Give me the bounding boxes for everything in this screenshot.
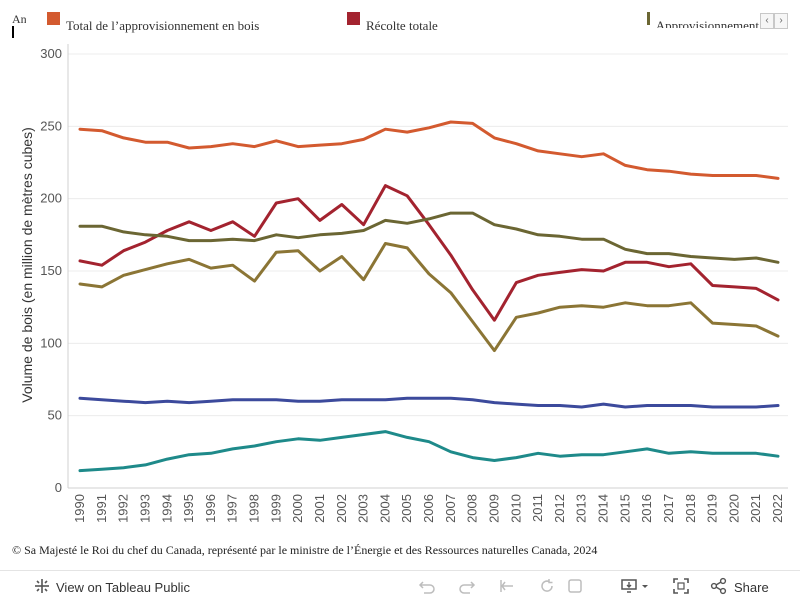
chart-background xyxy=(12,44,788,532)
download-icon xyxy=(620,578,640,597)
share-icon xyxy=(710,577,728,598)
x-tick-label: 2003 xyxy=(356,494,371,523)
x-tick-label: 2002 xyxy=(334,494,349,523)
fullscreen-icon xyxy=(672,577,690,598)
y-tick-label: 300 xyxy=(40,46,62,61)
x-tick-label: 2017 xyxy=(661,494,676,523)
x-tick-label: 2016 xyxy=(639,494,654,523)
y-tick-label: 150 xyxy=(40,263,62,278)
x-tick-label: 2009 xyxy=(486,494,501,523)
x-tick-label: 1997 xyxy=(225,494,240,523)
revert-icon xyxy=(498,578,516,597)
x-tick-label: 2005 xyxy=(399,494,414,523)
x-tick-label: 1992 xyxy=(116,494,131,523)
series-line-1 xyxy=(78,120,780,180)
x-tick-label: 2012 xyxy=(552,494,567,523)
y-axis-ticks: 0 50 100 150 200 250 300 xyxy=(40,46,62,495)
grid-lines xyxy=(67,44,788,489)
series-lines xyxy=(78,120,780,473)
x-tick-label: 1999 xyxy=(268,494,283,523)
x-tick-label: 2020 xyxy=(726,494,741,523)
legend-swatch-supply xyxy=(647,12,650,25)
x-tick-label: 2021 xyxy=(748,494,763,523)
legend-next-button[interactable]: › xyxy=(774,13,788,29)
legend-item-total-harvest[interactable]: Récolte totale xyxy=(347,11,438,33)
y-tick-label: 0 xyxy=(55,480,62,495)
x-tick-label: 1991 xyxy=(94,494,109,523)
series-line-5 xyxy=(78,396,780,409)
series-line-6 xyxy=(78,430,780,473)
view-on-tableau-label: View on Tableau Public xyxy=(56,579,190,595)
x-tick-label: 2011 xyxy=(530,494,545,522)
share-label: Share xyxy=(734,579,769,595)
x-tick-label: 1998 xyxy=(247,494,262,523)
redo-icon xyxy=(458,578,476,597)
x-axis-ticks: 1990 1991 1992 1993 1994 1995 1996 1997 1998 1999… xyxy=(72,494,785,523)
tableau-toolbar: View on Tableau Public Share xyxy=(0,570,800,601)
x-tick-label: 2014 xyxy=(596,494,611,523)
undo-button[interactable] xyxy=(418,577,436,597)
undo-icon xyxy=(418,578,436,597)
series-line-2 xyxy=(78,184,780,322)
share-button[interactable]: Share xyxy=(710,577,769,597)
x-tick-label: 2006 xyxy=(421,494,436,523)
pause-button[interactable] xyxy=(566,577,584,597)
y-tick-label: 50 xyxy=(48,408,62,423)
y-tick-label: 100 xyxy=(40,335,62,350)
y-tick-label: 200 xyxy=(40,191,62,206)
legend-label-total-harvest: Récolte totale xyxy=(366,18,438,33)
x-tick-label: 2013 xyxy=(574,494,589,523)
x-tick-label: 2022 xyxy=(770,494,785,523)
y-tick-label: 250 xyxy=(40,118,62,133)
tableau-logo-icon xyxy=(34,578,50,597)
fullscreen-button[interactable] xyxy=(672,577,690,597)
chevron-down-icon xyxy=(640,578,650,597)
x-tick-label: 1994 xyxy=(159,494,174,523)
x-tick-label: 1996 xyxy=(203,494,218,523)
view-on-tableau-button[interactable]: View on Tableau Public xyxy=(34,577,190,597)
copyright-credit: © Sa Majesté le Roi du chef du Canada, r… xyxy=(12,543,598,557)
legend-year-marker xyxy=(12,26,14,38)
x-tick-label: 2019 xyxy=(705,494,720,523)
legend-label-supply: Approvisionnement xyxy=(655,18,759,28)
legend: Année Total de l’approvisionnement en bo… xyxy=(0,0,800,44)
legend-item-total-supply[interactable]: Total de l’approvisionnement en bois xyxy=(47,11,259,33)
legend-year-label: Année xyxy=(12,12,26,26)
x-tick-label: 1995 xyxy=(181,494,196,523)
x-tick-label: 2000 xyxy=(290,494,305,523)
legend-item-supply[interactable]: Approvisionnement xyxy=(647,12,759,28)
refresh-icon xyxy=(538,578,556,597)
x-tick-label: 1990 xyxy=(72,494,87,523)
pause-icon xyxy=(566,578,584,597)
legend-label-total-supply: Total de l’approvisionnement en bois xyxy=(66,18,260,33)
x-tick-label: 2008 xyxy=(465,494,480,523)
x-tick-label: 2004 xyxy=(377,494,392,523)
series-line-4 xyxy=(78,242,780,353)
legend-prev-button[interactable]: ‹ xyxy=(760,13,774,29)
series-line-3 xyxy=(78,211,780,264)
x-tick-label: 2010 xyxy=(508,494,523,523)
download-button[interactable] xyxy=(620,577,650,597)
x-tick-label: 2015 xyxy=(617,494,632,523)
redo-button[interactable] xyxy=(458,577,476,597)
legend-swatch-total-harvest xyxy=(347,11,360,25)
x-tick-label: 2018 xyxy=(683,494,698,523)
x-tick-label: 1993 xyxy=(137,494,152,523)
refresh-button[interactable] xyxy=(538,577,556,597)
x-tick-label: 2007 xyxy=(443,494,458,523)
legend-swatch-total-supply xyxy=(47,11,60,25)
x-tick-label: 2001 xyxy=(312,494,327,523)
revert-button[interactable] xyxy=(498,577,516,597)
y-axis-title: Volume de bois (en million de mètres cub… xyxy=(19,127,35,402)
